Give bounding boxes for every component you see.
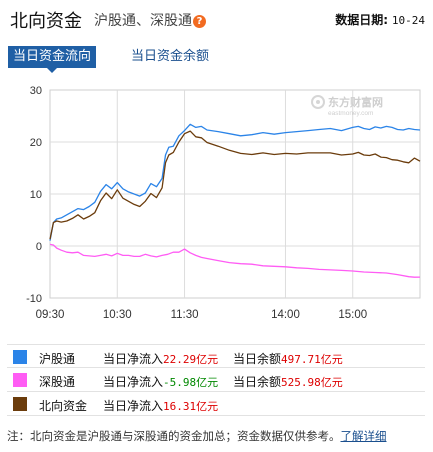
net-inflow-label: 当日净流入 — [103, 399, 164, 413]
line-chart: -10 0 10 20 30 09:30 10:30 11:30 14:00 15:00 东方财富… — [26, 85, 421, 321]
y-tick-label: 0 — [36, 241, 42, 253]
legend-row-sz: 深股通 当日净流入-5.98亿元 当日余额525.98亿元 — [7, 368, 425, 392]
chart-grid — [49, 89, 421, 299]
net-inflow-value: 22.29 — [163, 353, 197, 366]
net-inflow-unit: 亿元 — [196, 400, 219, 413]
chart-series — [49, 123, 421, 278]
x-tick-label: 10:30 — [103, 309, 132, 321]
balance-unit: 亿元 — [320, 376, 343, 389]
subtitle: 沪股通、深股通? — [94, 10, 206, 30]
watermark-domain: eastmoney.com — [328, 110, 373, 117]
subtitle-text: 沪股通、深股通 — [94, 13, 192, 29]
legend-row-sh: 沪股通 当日净流入22.29亿元 当日余额497.71亿元 — [7, 344, 425, 368]
y-tick-label: -10 — [26, 293, 42, 305]
x-tick-label: 15:00 — [338, 309, 367, 321]
net-inflow-unit: 亿元 — [196, 353, 219, 366]
learn-more-link[interactable]: 了解详细 — [340, 429, 387, 443]
net-inflow: 当日净流入16.31亿元 — [103, 397, 218, 414]
balance-value: 525.98 — [281, 376, 321, 389]
data-date: 数据日期: 10-24 — [335, 11, 425, 28]
net-inflow-label: 当日净流入 — [103, 352, 164, 366]
legend-swatch-sz — [13, 373, 27, 387]
eastmoney-logo-icon — [311, 95, 325, 109]
y-tick-label: 30 — [30, 85, 42, 97]
legend-swatch-north — [13, 397, 27, 411]
legend-table: 沪股通 当日净流入22.29亿元 当日余额497.71亿元 深股通 当日净流入-… — [7, 344, 425, 416]
footnote-text: 注：北向资金是沪股通与深股通的资金加总；资金数据仅供参考。 — [7, 429, 341, 443]
series-name: 深股通 — [39, 375, 76, 389]
legend-row-north: 北向资金 当日净流入16.31亿元 — [7, 392, 425, 416]
x-tick-label: 11:30 — [171, 309, 199, 321]
legend-swatch-sh — [13, 350, 27, 364]
y-tick-label: 10 — [30, 189, 42, 201]
series-name: 北向资金 — [39, 399, 88, 413]
net-inflow-value: 16.31 — [163, 400, 197, 413]
tab-daily-flow[interactable]: 当日资金流向 — [8, 46, 97, 73]
net-inflow: 当日净流入-5.98亿元 — [103, 373, 218, 390]
page-title: 北向资金 — [10, 11, 82, 32]
balance-label: 当日余额 — [233, 352, 282, 366]
x-tick-label: 14:00 — [271, 309, 300, 321]
chart-ticks: -10 0 10 20 30 09:30 10:30 11:30 14:00 15:00 — [26, 85, 367, 321]
balance-value: 497.71 — [281, 353, 321, 366]
chart-container: -10 0 10 20 30 09:30 10:30 11:30 14:00 15:00 东方财富… — [0, 78, 433, 330]
net-inflow: 当日净流入22.29亿元 — [103, 350, 218, 367]
y-tick-label: 20 — [30, 137, 42, 149]
balance-unit: 亿元 — [320, 353, 343, 366]
series-line-0 — [49, 123, 421, 241]
balance-label: 当日余额 — [233, 375, 282, 389]
footnote: 注：北向资金是沪股通与深股通的资金加总；资金数据仅供参考。了解详细 — [7, 428, 425, 448]
x-tick-label: 09:30 — [36, 309, 65, 321]
net-inflow-label: 当日净流入 — [103, 375, 164, 389]
header: 北向资金 沪股通、深股通? 数据日期: 10-24 — [0, 0, 433, 36]
date-value: 10-24 — [391, 14, 425, 27]
net-inflow-unit: 亿元 — [196, 376, 219, 389]
watermark-name: 东方财富网 — [328, 95, 383, 109]
balance: 当日余额525.98亿元 — [233, 373, 343, 390]
tab-bar: 当日资金流向 当日资金余额 — [0, 44, 433, 74]
watermark: 东方财富网 eastmoney.com — [311, 95, 383, 117]
series-name: 沪股通 — [39, 352, 76, 366]
net-inflow-value: -5.98 — [163, 376, 197, 389]
series-line-2 — [49, 130, 421, 240]
series-line-1 — [49, 243, 421, 278]
balance: 当日余额497.71亿元 — [233, 350, 343, 367]
tab-daily-balance[interactable]: 当日资金余额 — [131, 49, 210, 64]
date-label: 数据日期: — [335, 13, 389, 27]
question-icon[interactable]: ? — [193, 15, 206, 28]
